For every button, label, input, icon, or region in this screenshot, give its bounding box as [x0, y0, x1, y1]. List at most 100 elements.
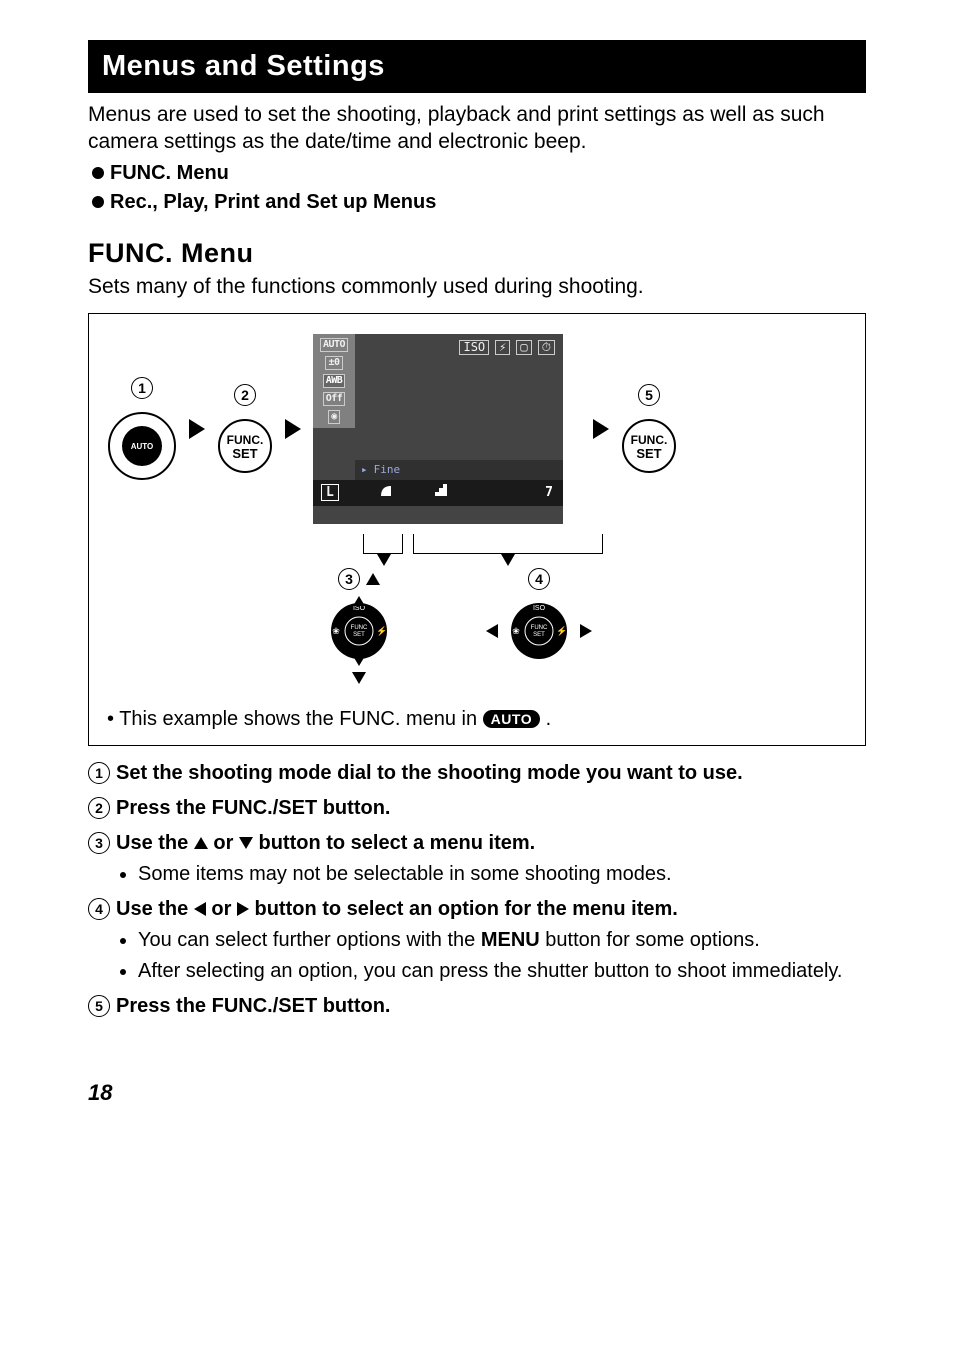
arrow-right-small-icon: ▸ [361, 463, 368, 476]
lcd-shots-remaining: 7 [545, 485, 553, 500]
step-5-text: Press the FUNC./SET button. [116, 993, 866, 1020]
step-4-sub1: You can select further options with the … [138, 927, 866, 954]
step-4-sublist: You can select further options with the … [116, 927, 866, 985]
step-4a: Use the [116, 898, 194, 920]
control-pad-horizontal-icon: FUNC SET ISO ❀ ⚡ [502, 594, 576, 668]
svg-text:SET: SET [636, 446, 661, 461]
step-4-text: Use the or button to select an option fo… [116, 896, 866, 923]
lcd-fine-label: Fine [374, 463, 401, 476]
lcd-quality-stair-icon [433, 484, 447, 502]
pad-row: 3 FUNC SET ISO ❀ ⚡ [322, 568, 592, 684]
step-1: 1 Set the shooting mode dial to the shoo… [88, 760, 866, 787]
caption-prefix: • This example shows the FUNC. menu in [107, 708, 483, 730]
arrow-up-icon [194, 837, 208, 849]
lcd-off: Off [323, 392, 346, 406]
bullet-func-menu: FUNC. Menu [88, 162, 866, 185]
camera-lcd-icon: AUTO ±0 AWB Off ◉ ISO ⚡ ▢ ⏱ ▸ Fine L [313, 334, 563, 524]
step-num-3: 3 [88, 832, 110, 854]
step-4-sub2: After selecting an option, you can press… [138, 958, 866, 985]
step-4b: or [211, 898, 237, 920]
step-3b: or [213, 832, 239, 854]
pad-group-3: 3 FUNC SET ISO ❀ ⚡ [322, 568, 396, 684]
step-4: 4 Use the or button to select an option … [88, 896, 866, 923]
page-number: 18 [88, 1080, 866, 1106]
step-num-1: 1 [88, 762, 110, 784]
step-3c: button to select a menu item. [259, 832, 536, 854]
lcd-auto: AUTO [320, 338, 348, 352]
step-2-text: Press the FUNC./SET button. [116, 795, 866, 822]
arrow-down-icon [239, 837, 253, 849]
lcd-menu-column: AUTO ±0 AWB Off ◉ [313, 334, 355, 428]
svg-text:❀: ❀ [512, 626, 520, 636]
arrow-down-icon [501, 554, 515, 566]
step-4-sub1a: You can select further options with the [138, 929, 481, 951]
svg-text:ISO: ISO [533, 605, 546, 612]
svg-text:⚡: ⚡ [556, 625, 567, 637]
step-callout-5: 5 [638, 384, 660, 406]
steps-list: 1 Set the shooting mode dial to the shoo… [88, 760, 866, 1020]
svg-text:SET: SET [353, 632, 365, 638]
step-2: 2 Press the FUNC./SET button. [88, 795, 866, 822]
svg-text:FUNC: FUNC [351, 625, 368, 631]
bullet-icon [92, 196, 104, 208]
lcd-top-icons: ISO ⚡ ▢ ⏱ [459, 340, 555, 355]
lcd-options-bar: L 7 [313, 480, 563, 506]
lcd-awb: AWB [323, 374, 346, 388]
bracket-left [363, 534, 403, 554]
flow-row: 1 AUTO [107, 334, 847, 524]
caption-suffix: . [546, 708, 552, 730]
mode-dial-icon: AUTO [107, 411, 177, 481]
diagram-caption: • This example shows the FUNC. menu in A… [107, 708, 847, 731]
lcd-fine-bar: ▸ Fine [355, 460, 563, 480]
svg-text:AUTO: AUTO [131, 442, 154, 451]
arrow-right-icon [237, 902, 249, 916]
menu-bold: MENU [481, 929, 540, 951]
section-heading: FUNC. Menu [88, 238, 866, 269]
step-callout-4: 4 [528, 568, 550, 590]
svg-text:❀: ❀ [332, 626, 340, 636]
step-3-text: Use the or button to select a menu item. [116, 830, 866, 857]
step-3-sub1: Some items may not be selectable in some… [138, 861, 866, 888]
lcd-ev: ±0 [325, 356, 342, 370]
svg-text:ISO: ISO [353, 605, 366, 612]
step-callout-2: 2 [234, 384, 256, 406]
step-1-text: Set the shooting mode dial to the shooti… [116, 760, 866, 787]
iso-icon: ISO [459, 340, 489, 355]
lcd-metering: ◉ [328, 410, 340, 424]
step-num-5: 5 [88, 995, 110, 1017]
step-4-sub1c: button for some options. [540, 929, 760, 951]
intro-text: Menus are used to set the shooting, play… [88, 101, 866, 156]
bullet-label: Rec., Play, Print and Set up Menus [110, 191, 436, 214]
lcd-size-L: L [321, 484, 339, 501]
bullet-icon [92, 167, 104, 179]
section-sub: Sets many of the functions commonly used… [88, 275, 866, 299]
step-callout-3: 3 [338, 568, 360, 590]
func-set-button-icon: FUNC. SET [217, 418, 273, 474]
func-set-button-icon: FUNC. SET [621, 418, 677, 474]
step-5: 5 Press the FUNC./SET button. [88, 993, 866, 1020]
timer-icon: ⏱ [538, 340, 555, 355]
svg-text:FUNC: FUNC [531, 625, 548, 631]
lcd-quality-S-icon [379, 484, 393, 502]
svg-text:FUNC.: FUNC. [227, 433, 264, 447]
step-num-4: 4 [88, 898, 110, 920]
step-3-sublist: Some items may not be selectable in some… [116, 861, 866, 888]
step-4c: button to select an option for the menu … [255, 898, 678, 920]
arrow-right-icon [580, 624, 592, 638]
arrow-right-icon [189, 419, 205, 439]
step-3a: Use the [116, 832, 194, 854]
bullet-rec-play-print: Rec., Play, Print and Set up Menus [88, 191, 866, 214]
svg-text:⚡: ⚡ [376, 625, 387, 637]
svg-text:SET: SET [232, 446, 257, 461]
step-3: 3 Use the or button to select a menu ite… [88, 830, 866, 857]
step-num-2: 2 [88, 797, 110, 819]
svg-text:FUNC.: FUNC. [631, 433, 668, 447]
svg-text:SET: SET [533, 632, 545, 638]
arrow-right-icon [593, 419, 609, 439]
page-title-bar: Menus and Settings [88, 40, 866, 93]
arrow-left-icon [486, 624, 498, 638]
arrow-left-icon [194, 902, 206, 916]
frame-icon: ▢ [516, 340, 531, 355]
arrow-down-icon [352, 672, 366, 684]
step-callout-1: 1 [131, 377, 153, 399]
